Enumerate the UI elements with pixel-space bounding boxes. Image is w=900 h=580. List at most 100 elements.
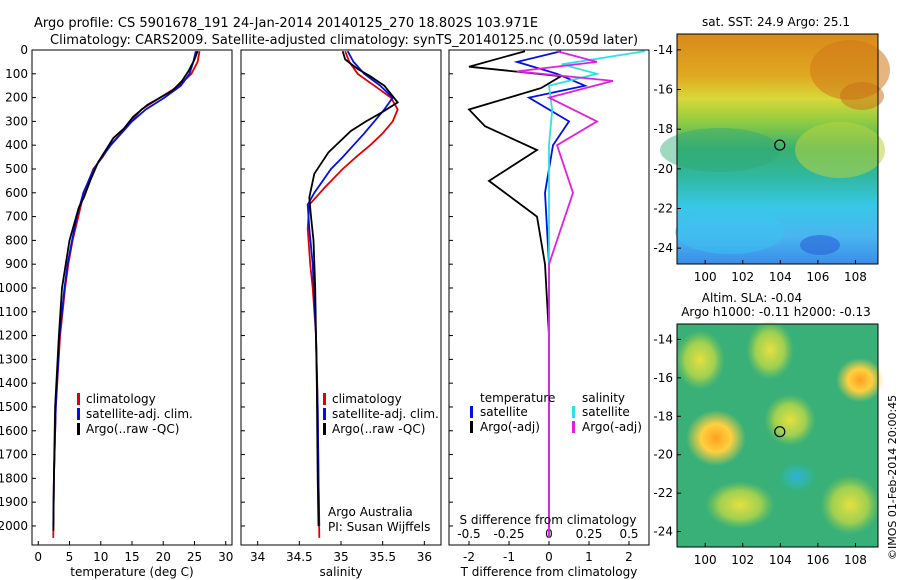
depth-tick-label: 1600 [0,424,28,438]
legend-label: Argo(..raw -QC) [332,422,425,436]
lon-tick-label: 106 [806,270,829,284]
lon-tick-label: 108 [844,270,867,284]
lat-tick-label: -14 [653,332,673,346]
salinity-panel: 34 34.5 35 35.5 36 climatologysatellite-adj. … [241,49,439,564]
x-tick-label: 34.5 [286,550,313,564]
legend-swatch [323,408,326,420]
imos-timestamp: ©IMOS 01-Feb-2014 20:00:45 [886,395,899,560]
depth-tick-label: 2000 [0,519,28,533]
secondary-x-tick-label: 0.5 [619,527,638,541]
t-difference-xlabel: T difference from climatology [460,565,638,579]
depth-tick-label: 700 [5,210,28,224]
sla-warm-patch-e [836,358,884,402]
argo-location-marker [774,139,786,151]
lon-tick-label: 104 [769,270,792,284]
legend-swatch [470,406,473,418]
x-tick-label: 5 [66,550,74,564]
legend-swatch [323,423,326,435]
depth-tick-label: 1000 [0,281,28,295]
series-line-argo-raw-qc- [308,50,400,527]
x-tick-label: 10 [93,550,108,564]
sst-map [660,34,890,264]
lat-tick-label: -14 [653,43,673,57]
depth-tick-label: 1900 [0,495,28,509]
depth-tick-label: 1700 [0,448,28,462]
legend-swatch [77,423,80,435]
lon-tick-label: 100 [694,553,717,567]
pi-label: PI: Susan Wijffels [328,520,430,534]
depth-tick-label: 300 [5,114,28,128]
sla-yellow-patch-n [746,320,794,380]
secondary-x-tick-label: 0.25 [576,527,603,541]
legend-header-salinity: salinity [582,391,625,405]
lon-tick-label: 102 [731,270,754,284]
depth-tick-label: 800 [5,233,28,247]
sla-map-axes: 100 102 104 106 108 -14 -16 -18 -20 -22 -24 [653,332,867,567]
x-tick-label: 20 [156,550,171,564]
lon-tick-label: 100 [694,270,717,284]
sla-yellow-patch-c [764,394,816,446]
s-difference-xlabel: S difference from climatology [460,513,637,527]
legend-label: satellite [480,405,528,419]
legend-label: Argo(..raw -QC) [86,422,179,436]
legend-label: Argo(-adj) [480,420,540,434]
diff-series-salinity-satellite [548,50,646,538]
x-tick-label: 36 [417,550,432,564]
lon-tick-label: 102 [731,553,754,567]
depth-tick-label: 1400 [0,376,28,390]
depth-tick-label: 1500 [0,400,28,414]
figure-title-line1: Argo profile: CS 5901678_191 24-Jan-2014… [34,16,538,31]
argo-australia-label: Argo Australia [328,505,413,519]
x-tick-label: 35.5 [369,550,396,564]
sla-yellow-patch-se [820,475,880,535]
depth-tick-label: 0 [20,43,28,57]
temperature-xlabel: temperature (deg C) [70,565,193,579]
depth-tick-label: 1800 [0,471,28,485]
x-tick-label: 1 [585,550,593,564]
x-tick-label: 34 [250,550,265,564]
legend-swatch [572,421,575,433]
salinity-xlabel: salinity [319,565,362,579]
sst-map-axes: 100 102 104 106 108 -14 -16 -18 -20 -22 -24 [653,43,867,284]
depth-tick-label: 500 [5,162,28,176]
sst-map-frame [676,33,879,265]
series-line-argo-raw-qc- [52,50,199,531]
legend-swatch [77,408,80,420]
sst-green-band [660,128,780,172]
diff-series-salinity-argo-adj- [516,50,614,538]
depth-tick-label: 400 [5,138,28,152]
lat-tick-label: -20 [653,162,673,176]
sst-map-title: sat. SST: 24.9 Argo: 25.1 [702,15,850,29]
depth-tick-label: 200 [5,91,28,105]
sst-yellow-patch [795,122,885,178]
series-line-climatology [306,50,399,538]
lat-tick-label: -24 [653,241,673,255]
x-tick-label: 35 [333,550,348,564]
x-tick-label: 0 [34,550,42,564]
secondary-x-tick-label: -0.25 [493,527,524,541]
sla-warm-patch-w [686,410,746,466]
sst-warm-patch-e [840,82,884,110]
lon-tick-label: 104 [769,553,792,567]
depth-tick-label: 1100 [0,305,28,319]
depth-tick-label: 600 [5,186,28,200]
legend-label: satellite [582,405,630,419]
sla-map-subtitle: Argo h1000: -0.11 h2000: -0.13 [681,305,871,319]
x-tick-label: 25 [187,550,202,564]
series-line-satellite-adj-clim- [52,50,197,527]
lat-tick-label: -22 [653,486,673,500]
figure-title-line2: Climatology: CARS2009. Satellite-adjuste… [50,33,638,48]
lat-tick-label: -18 [653,122,673,136]
argo-location-marker [774,426,786,438]
secondary-x-tick-label: -0.5 [457,527,480,541]
lat-tick-label: -22 [653,201,673,215]
lat-tick-label: -20 [653,448,673,462]
salinity-panel-frame [240,49,442,546]
depth-tick-label: 100 [5,67,28,81]
depth-tick-label: 1200 [0,329,28,343]
sst-cyan-patch [675,210,785,254]
temperature-panel: 0100200300400500600700800900100011001200… [0,43,233,564]
lat-tick-label: -18 [653,409,673,423]
